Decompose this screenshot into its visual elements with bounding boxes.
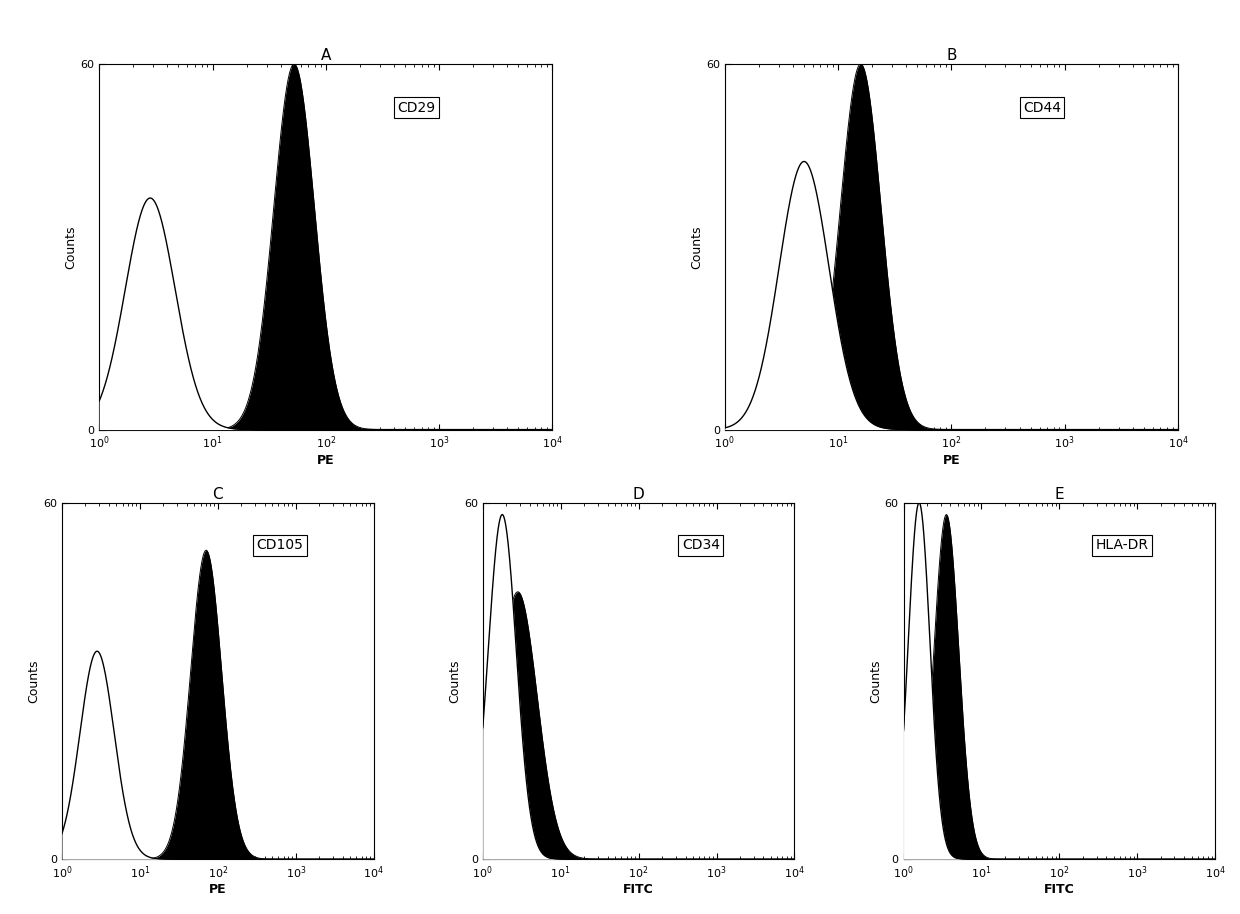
Y-axis label: Counts: Counts — [691, 225, 703, 269]
Y-axis label: Counts: Counts — [64, 225, 78, 269]
Title: C: C — [212, 486, 223, 502]
Y-axis label: Counts: Counts — [27, 659, 41, 703]
Text: HLA-DR: HLA-DR — [1095, 538, 1148, 552]
Text: CD44: CD44 — [1023, 101, 1061, 115]
Y-axis label: Counts: Counts — [869, 659, 882, 703]
X-axis label: PE: PE — [210, 884, 227, 897]
X-axis label: PE: PE — [942, 454, 960, 467]
Title: A: A — [321, 48, 331, 63]
Title: D: D — [632, 486, 645, 502]
Text: CD29: CD29 — [398, 101, 435, 115]
X-axis label: PE: PE — [317, 454, 335, 467]
Title: E: E — [1054, 486, 1064, 502]
Text: CD105: CD105 — [257, 538, 304, 552]
Title: B: B — [946, 48, 956, 63]
X-axis label: FITC: FITC — [1044, 884, 1075, 897]
Y-axis label: Counts: Counts — [448, 659, 461, 703]
Text: CD34: CD34 — [682, 538, 720, 552]
X-axis label: FITC: FITC — [624, 884, 653, 897]
